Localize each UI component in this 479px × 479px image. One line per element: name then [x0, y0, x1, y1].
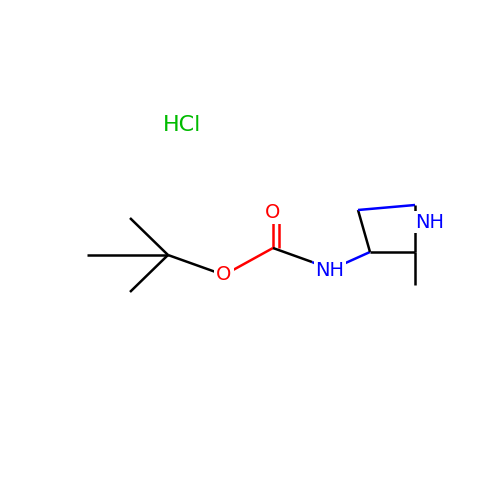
Text: O: O — [265, 204, 281, 223]
Text: NH: NH — [415, 213, 445, 231]
Text: O: O — [217, 265, 232, 285]
Text: HCl: HCl — [163, 114, 201, 135]
Text: NH: NH — [316, 261, 344, 280]
